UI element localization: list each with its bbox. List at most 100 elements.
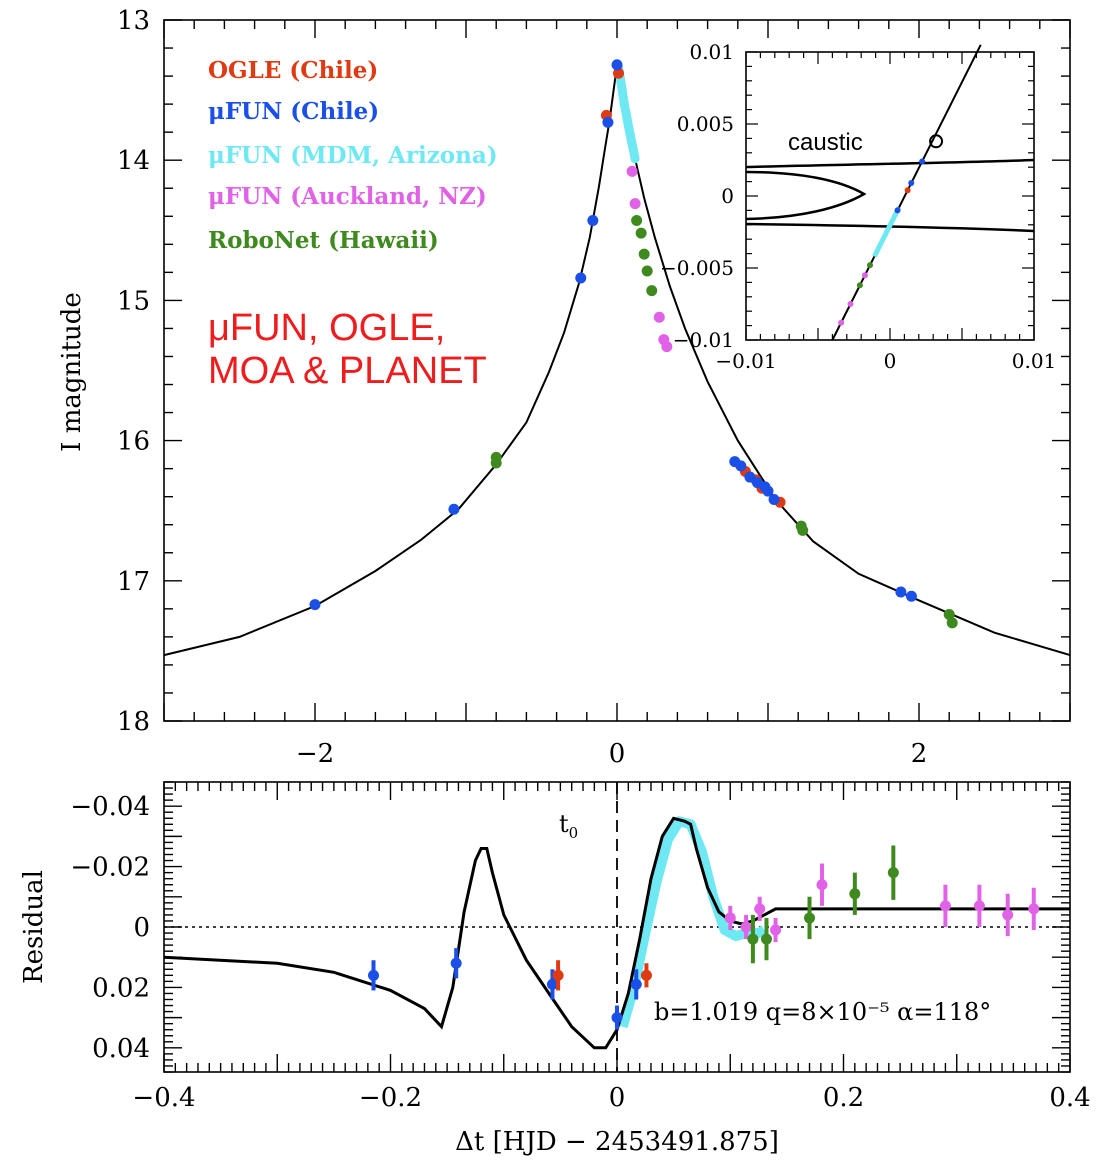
residual-point [754, 903, 766, 915]
legend-entry-mufun-mdm: μFUN (MDM, Arizona) [208, 142, 498, 169]
residual-ytick-label: −0.04 [70, 792, 150, 822]
inset-point [867, 262, 874, 269]
residual-point [973, 900, 985, 912]
main-point [895, 586, 907, 598]
main-point [735, 460, 747, 472]
inset-point [856, 282, 863, 289]
main-xtick-label: 0 [609, 739, 626, 769]
main-point [661, 341, 673, 353]
main-point [646, 285, 658, 297]
legend-entry-mufun-auckland: μFUN (Auckland, NZ) [208, 183, 487, 210]
inset-tick-labels: −0.01 0 0.01 0.01 0.005 0 −0.005 −0.01 [660, 40, 1056, 373]
main-point [744, 471, 756, 483]
inset-ticks [745, 51, 1035, 341]
main-ytick-label: 13 [117, 6, 150, 36]
legend-entry-robonet: RoboNet (Hawaii) [208, 227, 439, 254]
residual-point [552, 969, 564, 981]
main-ylabel: I magnitude [57, 292, 87, 452]
collaboration-line-1: μFUN, OGLE, [208, 307, 445, 349]
main-point [641, 265, 653, 277]
residual-point [611, 1012, 623, 1024]
main-ytick-label: 15 [117, 286, 150, 316]
residual-ylabel: Residual [19, 870, 49, 984]
inset-point [908, 180, 915, 187]
residual-point [640, 969, 652, 981]
inset-point [904, 187, 911, 194]
main-point [602, 116, 614, 128]
residual-point [368, 969, 380, 981]
residual-point [740, 921, 752, 933]
residual-point [1028, 903, 1040, 915]
residual-data-points [368, 845, 1040, 1030]
inset-xtick-label: 0 [884, 349, 897, 373]
main-point [631, 214, 643, 226]
residual-ytick-label: 0 [133, 913, 150, 943]
inset-panel: −0.01 0 0.01 0.01 0.005 0 −0.005 −0.01 caustic [660, 40, 1056, 373]
collaboration-line-2: MOA & PLANET [208, 350, 487, 392]
inset-point [919, 158, 926, 165]
model-params: b=1.019 q=8×10⁻⁵ α=118° [654, 998, 991, 1026]
residual-point [770, 924, 782, 936]
legend: OGLE (Chile) μFUN (Chile) μFUN (MDM, Ari… [208, 57, 498, 254]
residual-point [747, 933, 759, 945]
main-ytick-label: 14 [117, 146, 150, 176]
main-panel: −2 0 2 13 14 15 16 17 18 I magnitude OGLE (Chile… [57, 6, 1071, 769]
main-point [490, 457, 502, 469]
residual-ytick-label: −0.02 [70, 853, 150, 883]
main-point [448, 503, 460, 515]
main-point [943, 608, 955, 620]
residual-point [450, 957, 462, 969]
trajectory-mdm-segment [872, 206, 902, 258]
residual-point [760, 933, 772, 945]
residual-ytick-label: 0.04 [92, 1034, 150, 1064]
main-ytick-label: 17 [117, 567, 150, 597]
t0-label: t0 [559, 810, 578, 842]
residual-point [804, 912, 816, 924]
residual-xtick-label: 0.4 [1049, 1083, 1090, 1113]
main-ticks [163, 19, 1071, 722]
inset-point [861, 272, 868, 279]
inset-point [847, 301, 854, 307]
main-xtick-label: 2 [911, 739, 928, 769]
main-point [797, 524, 809, 536]
residual-point [849, 888, 861, 900]
residual-xtick-label: −0.4 [132, 1083, 195, 1113]
legend-entry-mufun-chile: μFUN (Chile) [208, 98, 379, 125]
residual-xlabel: Δt [HJD − 2453491.875] [455, 1127, 779, 1157]
inset-frame [745, 51, 1035, 341]
inset-ytick-label: 0.005 [677, 112, 734, 136]
residual-xtick-label: 0.2 [823, 1083, 864, 1113]
residual-point [724, 912, 736, 924]
residual-xtick-label: −0.2 [359, 1083, 422, 1113]
caustic-cusp [745, 170, 867, 221]
t0-subscript: 0 [569, 824, 579, 842]
inset-ytick-label: 0.01 [689, 40, 734, 64]
caustic-upper-line [745, 158, 1035, 169]
trajectory-dots [838, 158, 926, 326]
t0-main: t [559, 810, 569, 838]
main-tick-labels: −2 0 2 13 14 15 16 17 18 [117, 6, 927, 769]
inset-point [838, 319, 845, 326]
residual-point [816, 879, 828, 891]
residual-point [546, 978, 558, 990]
main-point [309, 599, 321, 611]
residual-point [1002, 909, 1014, 921]
residual-tick-labels: −0.4 −0.2 0 0.2 0.4 −0.04 −0.02 0 0.02 0.04 [70, 792, 1090, 1113]
residual-xtick-label: 0 [609, 1083, 626, 1113]
inset-ytick-label: 0 [721, 184, 734, 208]
source-circle [929, 134, 944, 149]
residual-point [630, 978, 642, 990]
main-point [635, 227, 647, 239]
main-point [905, 590, 917, 602]
inset-xtick-label: 0.01 [1012, 349, 1057, 373]
main-point [587, 214, 599, 226]
main-data-points [309, 59, 958, 629]
main-ytick-label: 18 [117, 707, 150, 737]
main-point [638, 248, 650, 260]
inset-point [894, 207, 901, 214]
main-ytick-label: 16 [117, 427, 150, 457]
inset-xtick-label: −0.01 [715, 349, 776, 373]
